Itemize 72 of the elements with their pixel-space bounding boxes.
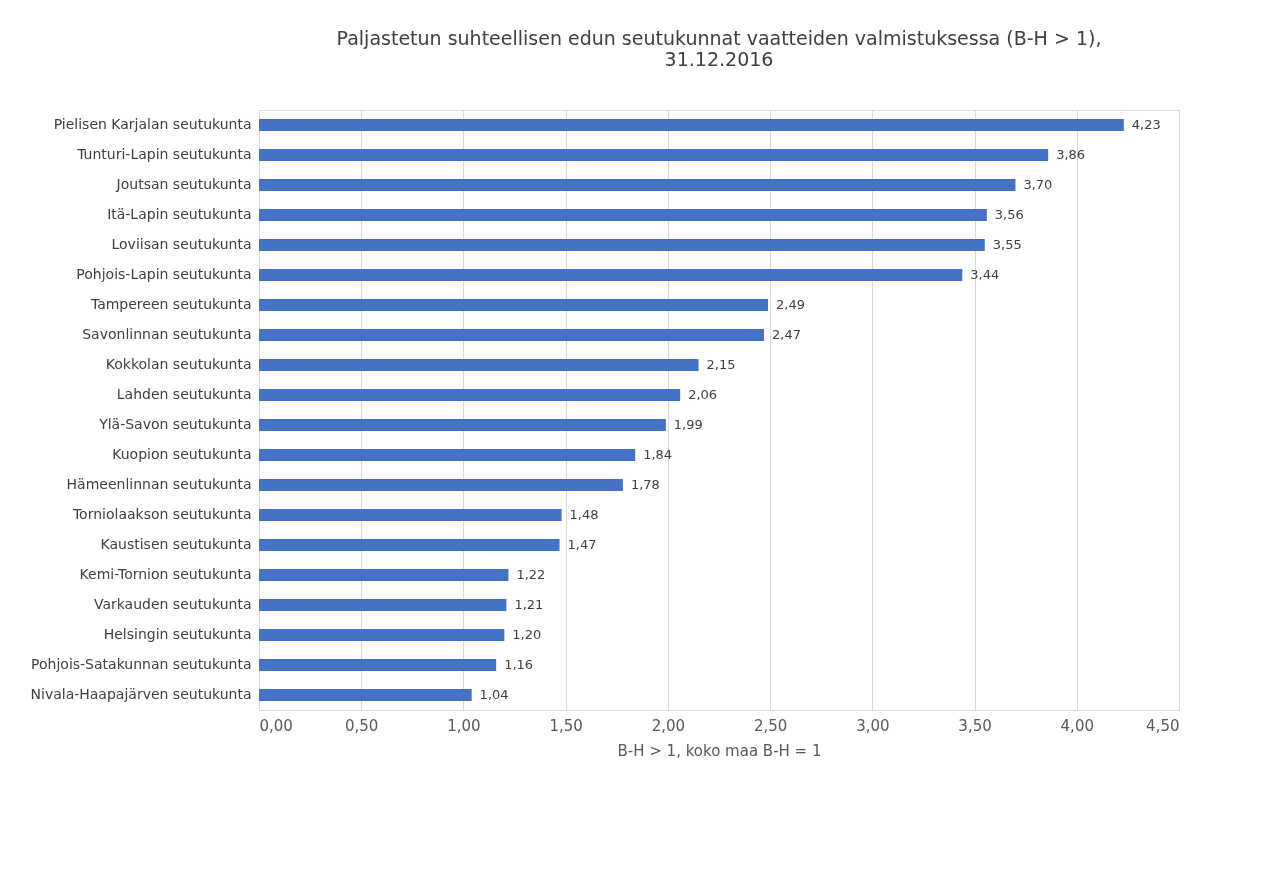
- x-tick-label: 3,00: [856, 716, 890, 735]
- y-tick-label: Loviisan seutukunta: [111, 236, 252, 252]
- bar: [259, 239, 985, 251]
- y-tick-label: Kokkolan seutukunta: [105, 356, 252, 372]
- x-tick-label: 1,00: [447, 716, 481, 735]
- data-label: 3,86: [1056, 147, 1086, 162]
- bar: [259, 569, 509, 581]
- data-label: 2,06: [688, 387, 718, 402]
- bar: [259, 629, 505, 641]
- chart-title: Paljastetun suhteellisen edun seutukunnat vaatteiden valmistuksessa (B-H > 1), 31.12.2016: [336, 27, 1102, 70]
- x-tick-label: 2,00: [651, 716, 686, 735]
- bar: [259, 269, 963, 281]
- data-label: 1,47: [567, 537, 597, 552]
- bar: [259, 449, 636, 461]
- data-label: 1,78: [630, 477, 660, 492]
- y-tick-label: Itä-Lapin seutukunta: [107, 206, 252, 222]
- data-label: 1,48: [569, 507, 599, 522]
- bar: [259, 689, 472, 701]
- y-tick-label: Pohjois-Satakunnan seutukunta: [31, 656, 252, 672]
- data-label: 2,49: [776, 297, 806, 312]
- data-label: 1,04: [479, 687, 509, 702]
- data-label: 4,23: [1131, 117, 1161, 132]
- bar: [259, 299, 769, 311]
- bar: [259, 419, 666, 431]
- y-tick-label: Torniolaakson seutukunta: [71, 506, 252, 522]
- data-label: 1,20: [512, 627, 542, 642]
- bar: [259, 209, 987, 221]
- data-label: 1,22: [516, 567, 546, 582]
- data-label: 3,55: [992, 237, 1022, 252]
- bar: [259, 539, 560, 551]
- y-tick-label: Kaustisen seutukunta: [100, 536, 252, 552]
- x-tick-label: 3,50: [958, 716, 992, 735]
- data-label: 1,21: [514, 597, 544, 612]
- bar: [259, 479, 623, 491]
- y-tick-label: Joutsan seutukunta: [115, 176, 252, 192]
- data-label: 3,70: [1023, 177, 1053, 192]
- x-tick-label: 0,50: [345, 716, 379, 735]
- x-axis-title: B-H > 1, koko maa B-H = 1: [617, 741, 822, 760]
- bar: [259, 599, 507, 611]
- y-tick-label: Kuopion seutukunta: [112, 446, 252, 462]
- bar: [259, 329, 764, 341]
- y-tick-label: Pohjois-Lapin seutukunta: [76, 266, 252, 282]
- y-tick-label: Pielisen Karjalan seutukunta: [53, 116, 252, 132]
- x-tick-label: 0,00: [259, 716, 293, 735]
- bar: [259, 359, 699, 371]
- x-tick-label: 4,50: [1146, 716, 1180, 735]
- y-tick-label: Lahden seutukunta: [116, 386, 252, 402]
- x-tick-label: 4,00: [1060, 716, 1094, 735]
- x-tick-label: 2,50: [753, 716, 788, 735]
- data-label: 2,47: [771, 327, 801, 342]
- y-tick-label: Hämeenlinnan seutukunta: [66, 476, 252, 492]
- bar: [259, 179, 1016, 191]
- y-tick-label: Nivala-Haapajärven seutukunta: [30, 686, 252, 702]
- data-label: 2,15: [706, 357, 736, 372]
- bar: [259, 389, 681, 401]
- data-label: 3,56: [994, 207, 1024, 222]
- data-label: 1,99: [673, 417, 703, 432]
- y-tick-label: Tampereen seutukunta: [89, 296, 252, 312]
- data-label: 3,44: [970, 267, 1000, 282]
- x-tick-label: 1,50: [549, 716, 583, 735]
- bar: [259, 659, 497, 671]
- y-tick-label: Ylä-Savon seutukunta: [98, 416, 252, 432]
- data-label: 1,16: [504, 657, 534, 672]
- y-tick-label: Helsingin seutukunta: [103, 626, 252, 642]
- data-label: 1,84: [643, 447, 673, 462]
- y-tick-label: Kemi-Tornion seutukunta: [79, 566, 252, 582]
- bar: [259, 119, 1124, 131]
- y-tick-label: Tunturi-Lapin seutukunta: [76, 146, 252, 162]
- y-tick-label: Varkauden seutukunta: [93, 596, 252, 612]
- y-tick-label: Savonlinnan seutukunta: [82, 326, 252, 342]
- bar: [259, 149, 1049, 161]
- bar: [259, 509, 562, 521]
